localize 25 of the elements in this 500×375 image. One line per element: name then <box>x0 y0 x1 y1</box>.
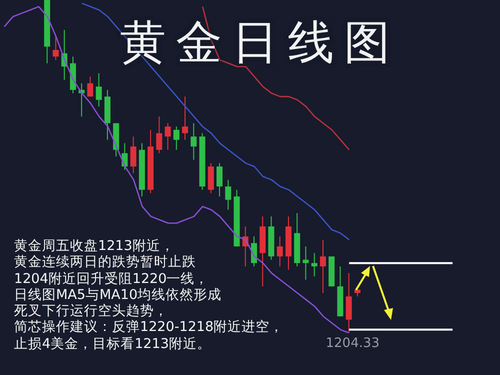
annotation: 死叉下行运行空头趋势， <box>14 303 169 320</box>
candlestick <box>225 179 232 210</box>
annotation: 1204附近回升受阻1220一线， <box>14 270 210 287</box>
annotation: 黄金周五收盘1213附近， <box>14 238 176 254</box>
annotation: 黄金连续两日的跌势暂时止跌 <box>14 254 197 271</box>
text: 止损4美金，目标看1213附近。 <box>14 336 212 352</box>
candlestick <box>173 126 180 150</box>
candlestick <box>190 122 197 160</box>
candlestick <box>130 136 136 174</box>
candlestick <box>182 96 188 140</box>
candlestick <box>208 162 214 194</box>
candlestick <box>276 236 283 267</box>
candlestick <box>320 239 326 294</box>
candlestick <box>52 36 59 60</box>
annotation: 简芯操作建议：反弹1220-1218附近进空， <box>14 319 284 336</box>
candlestick <box>87 76 94 98</box>
candlestick <box>96 72 102 108</box>
candlestick <box>216 162 223 197</box>
candlestick <box>156 116 162 154</box>
annotation: 1204.33 <box>326 336 380 351</box>
candlestick <box>346 272 352 333</box>
annotation: 日线图MA5与MA10均线依然形成 <box>14 286 223 304</box>
candlestick <box>302 246 309 280</box>
candlestick <box>311 252 318 277</box>
candlestick <box>164 122 171 150</box>
